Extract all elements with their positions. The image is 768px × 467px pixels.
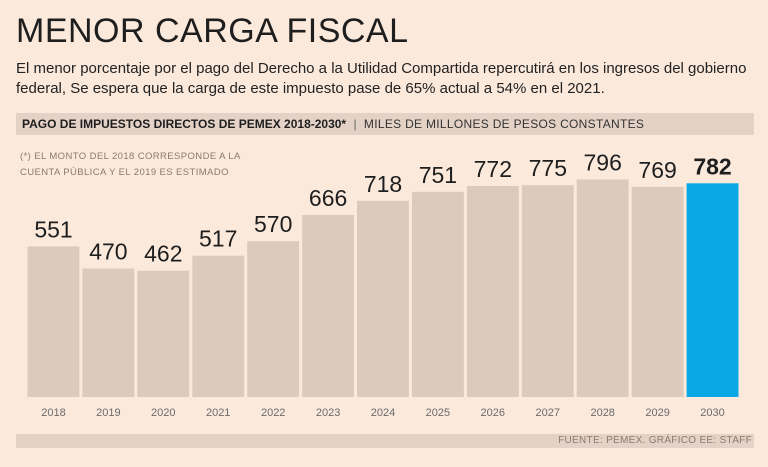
- footer-band: [16, 434, 754, 448]
- bar-2025: [412, 191, 464, 397]
- source-label: FUENTE: PEMEX. GRÁFICO EE: STAFF: [558, 435, 752, 446]
- bar-2023: [302, 215, 354, 397]
- value-label-2024: 718: [364, 171, 402, 197]
- bar-2030: [686, 183, 739, 397]
- bar-2028: [576, 179, 629, 397]
- value-label-2026: 772: [474, 156, 512, 182]
- value-label-2023: 666: [309, 185, 347, 211]
- tick-label-2027: 2027: [536, 407, 560, 419]
- tick-label-2018: 2018: [41, 407, 65, 419]
- tick-label-2021: 2021: [206, 407, 230, 419]
- value-label-2028: 796: [584, 150, 622, 176]
- bar-2021: [192, 255, 245, 397]
- tick-label-2022: 2022: [261, 407, 285, 419]
- tick-label-2023: 2023: [316, 407, 340, 419]
- tick-label-2020: 2020: [151, 407, 175, 419]
- value-label-2018: 551: [34, 216, 72, 242]
- units-label: MILES DE MILLONES DE PESOS CONSTANTES: [363, 117, 645, 131]
- subtitle: El menor porcentaje por el pago del Dere…: [16, 60, 747, 97]
- value-label-2022: 570: [254, 211, 292, 237]
- separator: |: [353, 117, 357, 131]
- value-label-2025: 751: [419, 162, 457, 188]
- value-label-2029: 769: [638, 157, 676, 183]
- tick-label-2028: 2028: [590, 407, 614, 419]
- tick-label-2029: 2029: [645, 407, 669, 419]
- tick-label-2024: 2024: [371, 407, 395, 419]
- chart-title: PAGO DE IMPUESTOS DIRECTOS DE PEMEX 2018…: [22, 117, 347, 131]
- tick-label-2025: 2025: [426, 407, 450, 419]
- bar-2027: [521, 185, 574, 397]
- footnote: (*) EL MONTO DEL 2018 CORRESPONDE A LA C…: [20, 151, 241, 178]
- bar-2018: [27, 246, 80, 397]
- value-label-2019: 470: [89, 239, 127, 265]
- bar-2029: [631, 186, 684, 397]
- tick-label-2019: 2019: [96, 407, 120, 419]
- bar-2022: [247, 241, 300, 397]
- bar-2024: [357, 200, 409, 397]
- chart-header-band: PAGO DE IMPUESTOS DIRECTOS DE PEMEX 2018…: [16, 113, 754, 135]
- bar-2020: [137, 270, 190, 397]
- bar-2019: [82, 268, 135, 397]
- tick-label-2030: 2030: [700, 407, 724, 419]
- value-label-2027: 775: [529, 155, 567, 181]
- value-label-2030: 782: [693, 153, 731, 179]
- bar-2026: [466, 186, 519, 397]
- tick-label-2026: 2026: [481, 407, 505, 419]
- page-title: MENOR CARGA FISCAL: [16, 12, 409, 50]
- bars-layer: 551 2018 470 2019 462 2020 517 2021 570 2022 666 20…: [27, 150, 739, 419]
- value-label-2020: 462: [144, 241, 182, 267]
- value-label-2021: 517: [199, 226, 237, 252]
